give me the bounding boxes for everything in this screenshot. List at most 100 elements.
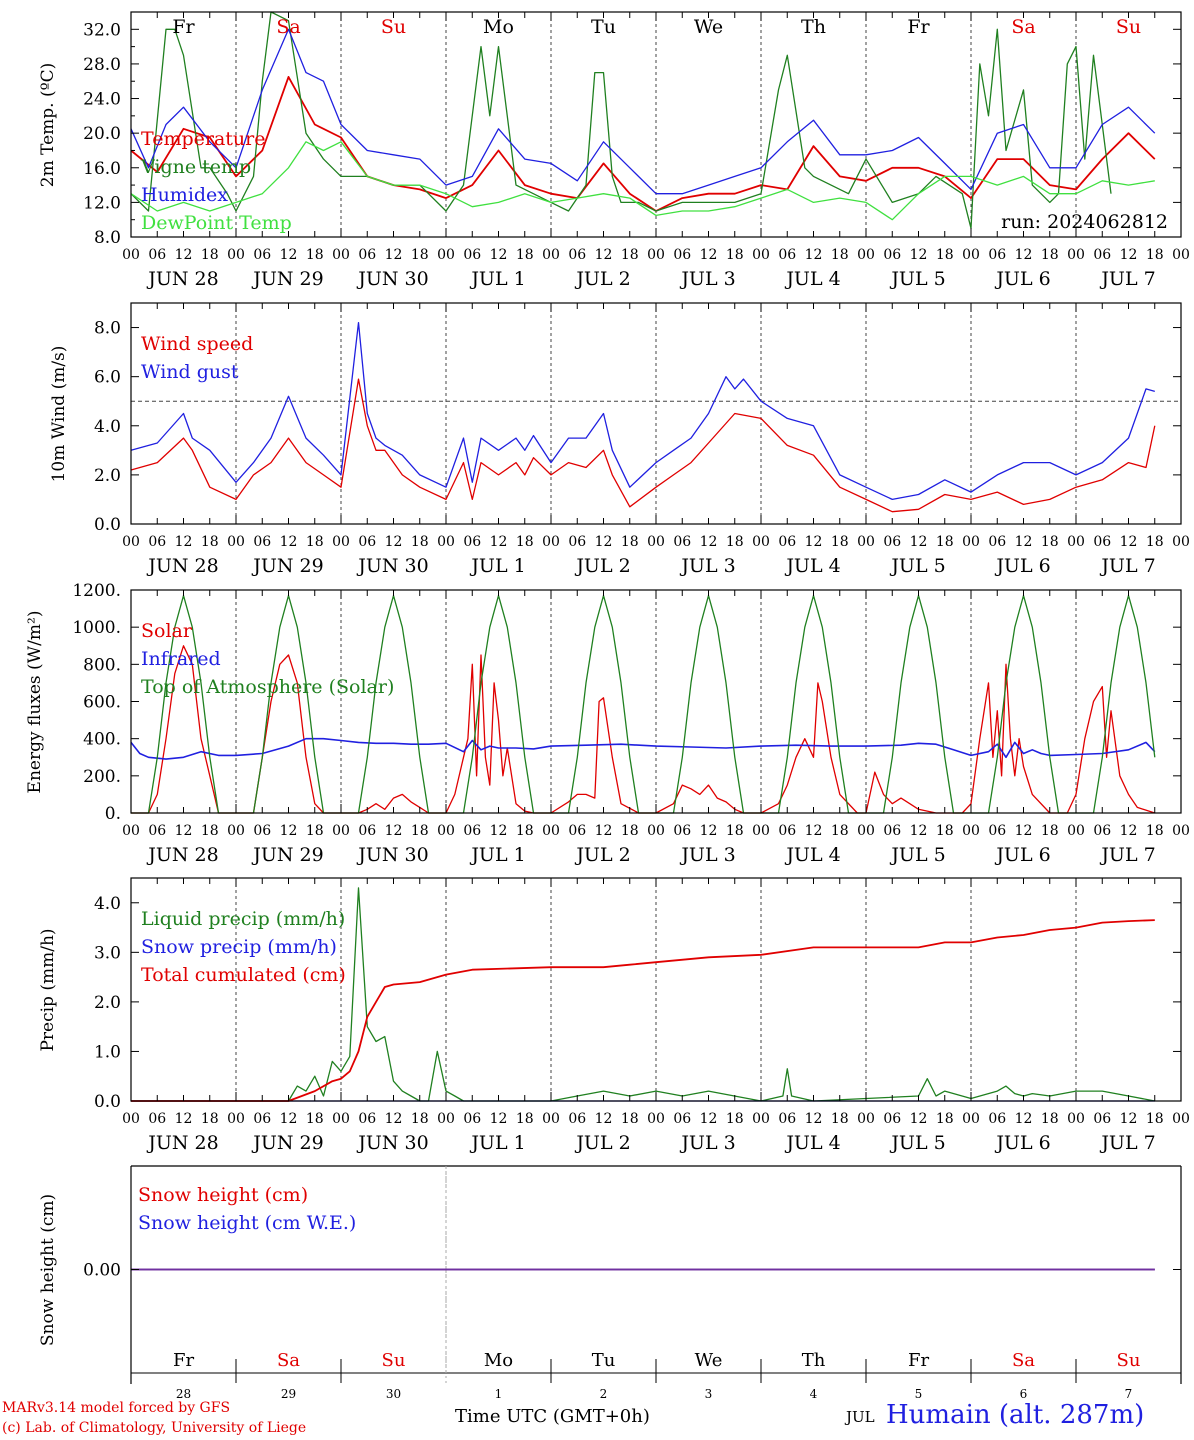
- hour-tick-label: 00: [962, 823, 980, 839]
- hour-tick-label: 18: [621, 823, 639, 839]
- y-tick-label: 800.: [83, 655, 121, 675]
- series-line-solar: [131, 645, 1155, 814]
- hour-tick-label: 00: [647, 1111, 665, 1127]
- date-label: JUL 6: [994, 555, 1050, 577]
- series-line-humidex: [130, 28, 1156, 195]
- hour-tick-label: 12: [280, 534, 298, 550]
- hour-tick-label: 00: [332, 1111, 350, 1127]
- hour-tick-label: 18: [1041, 534, 1059, 550]
- y-tick-label: 4.0: [94, 417, 121, 437]
- hour-tick-label: 12: [595, 534, 613, 550]
- hour-tick-label: 12: [700, 1111, 718, 1127]
- hour-tick-label: 18: [621, 247, 639, 263]
- hour-tick-label: 06: [988, 823, 1006, 839]
- hour-tick-label: 18: [726, 1111, 744, 1127]
- hour-tick-label: 06: [148, 247, 166, 263]
- hour-tick-label: 06: [988, 534, 1006, 550]
- hour-tick-label: 00: [962, 247, 980, 263]
- hour-tick-label: 00: [122, 247, 140, 263]
- hour-tick-label: 06: [778, 1111, 796, 1127]
- hour-tick-label: 06: [1093, 534, 1111, 550]
- y-tick-label: 2.0: [94, 466, 121, 486]
- hour-tick-label: 06: [148, 534, 166, 550]
- legend-entry: DewPoint Temp: [141, 212, 292, 234]
- y-tick-label: 0.0: [94, 1092, 121, 1112]
- hour-tick-label: 06: [358, 247, 376, 263]
- hour-tick-label: 00: [857, 1111, 875, 1127]
- day-number-label: 29: [281, 1387, 296, 1401]
- hour-tick-label: 00: [437, 247, 455, 263]
- hour-tick-label: 06: [988, 1111, 1006, 1127]
- hour-tick-label: 12: [385, 823, 403, 839]
- hour-tick-label: 06: [778, 823, 796, 839]
- hour-tick-label: 12: [490, 1111, 508, 1127]
- y-tick-label: 32.0: [83, 20, 121, 40]
- hour-tick-label: 12: [1120, 247, 1138, 263]
- hour-tick-label: 06: [1093, 823, 1111, 839]
- legend-entry: Snow precip (mm/h): [141, 936, 337, 958]
- hour-tick-label: 06: [253, 534, 271, 550]
- hour-tick-label: 18: [411, 534, 429, 550]
- y-axis-label: 2m Temp. (ºC): [38, 63, 58, 188]
- hour-tick-label: 18: [201, 1111, 219, 1127]
- hour-tick-label: 06: [568, 534, 586, 550]
- hour-tick-label: 12: [490, 534, 508, 550]
- series-line-top-of-atmosphere-solar-: [131, 594, 1156, 814]
- date-label: JUL 4: [784, 555, 840, 577]
- hour-tick-label: 12: [175, 534, 193, 550]
- hour-tick-label: 12: [1015, 247, 1033, 263]
- y-tick-label: 6.0: [94, 368, 121, 388]
- legend-entry: Infrared: [141, 648, 221, 670]
- hour-tick-label: 18: [306, 247, 324, 263]
- legend-entry: Total cumulated (cm): [141, 964, 346, 986]
- hour-tick-label: 18: [936, 823, 954, 839]
- hour-tick-label: 06: [358, 1111, 376, 1127]
- hour-tick-label: 06: [253, 823, 271, 839]
- hour-tick-label: 00: [437, 1111, 455, 1127]
- weekday-label: Su: [382, 1350, 406, 1371]
- weekday-label: We: [695, 1350, 723, 1371]
- hour-tick-label: 00: [752, 823, 770, 839]
- date-label: JUL 5: [889, 555, 945, 577]
- date-label: JUL 1: [469, 268, 525, 290]
- hour-tick-label: 06: [673, 823, 691, 839]
- date-label: JUL 6: [994, 844, 1050, 866]
- hour-tick-label: 18: [1146, 534, 1164, 550]
- hour-tick-label: 12: [805, 534, 823, 550]
- y-tick-label: 200.: [83, 767, 121, 787]
- hour-tick-label: 12: [805, 1111, 823, 1127]
- hour-tick-label: 00: [542, 534, 560, 550]
- date-label: JUL 3: [679, 844, 735, 866]
- hour-tick-label: 06: [883, 1111, 901, 1127]
- legend-entry: Liquid precip (mm/h): [141, 908, 345, 930]
- hour-tick-label: 06: [673, 247, 691, 263]
- weekday-label: Sa: [276, 16, 300, 38]
- y-tick-label: 1.0: [94, 1042, 121, 1062]
- y-tick-label: 24.0: [83, 90, 121, 110]
- legend-entry: Solar: [141, 620, 193, 642]
- hour-tick-label: 12: [910, 247, 928, 263]
- day-number-label: 28: [176, 1387, 191, 1401]
- hour-tick-label: 00: [542, 1111, 560, 1127]
- y-tick-label: 400.: [83, 730, 121, 750]
- footer-xlabel: Time UTC (GMT+0h): [455, 1406, 650, 1427]
- hour-tick-label: 12: [595, 247, 613, 263]
- hour-tick-label: 12: [700, 534, 718, 550]
- hour-tick-label: 18: [201, 247, 219, 263]
- hour-tick-label: 00: [1067, 534, 1085, 550]
- hour-tick-label: 00: [857, 247, 875, 263]
- date-label: JUL 7: [1099, 1132, 1155, 1154]
- day-number-label: 6: [1020, 1387, 1028, 1401]
- date-label: JUN 28: [146, 1132, 218, 1154]
- series-line-total-cumulated-cm-: [131, 919, 1155, 1102]
- date-label: JUL 3: [679, 268, 735, 290]
- hour-tick-label: 18: [726, 534, 744, 550]
- hour-tick-label: 00: [1067, 247, 1085, 263]
- weekday-label: Sa: [1011, 16, 1035, 38]
- hour-tick-label: 18: [831, 823, 849, 839]
- weekday-label: Su: [381, 16, 406, 38]
- legend-entry: Temperature: [141, 128, 265, 150]
- date-label: JUL 2: [574, 844, 630, 866]
- y-tick-label: 0.: [105, 804, 121, 824]
